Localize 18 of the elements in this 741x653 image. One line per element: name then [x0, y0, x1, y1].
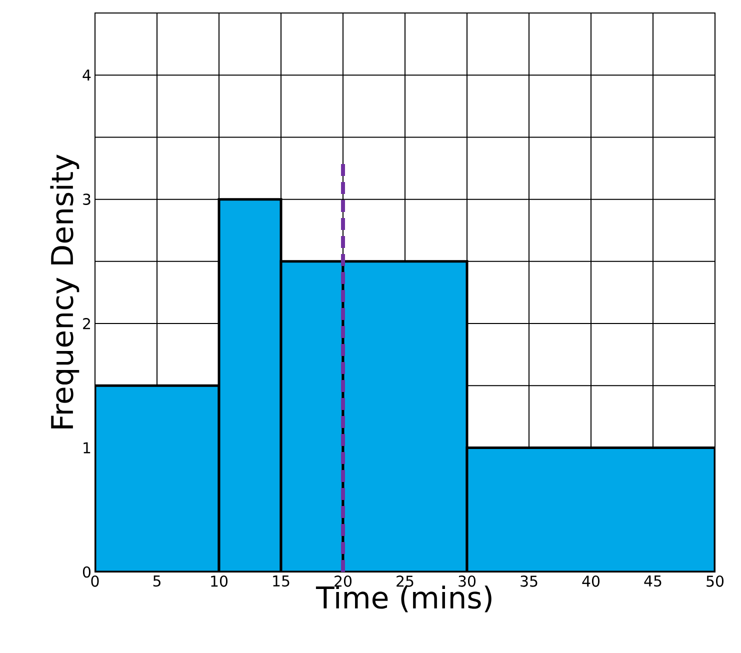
x-tick-label: 0: [91, 576, 99, 587]
y-tick-label: 2: [83, 318, 90, 330]
y-tick-label: 4: [82, 70, 91, 81]
x-tick-label: 15: [273, 576, 290, 587]
x-tick-label: 40: [582, 576, 600, 587]
y-tick-label: 1: [84, 442, 90, 454]
x-axis-title: Time (mins): [316, 586, 492, 612]
x-tick-label: 5: [153, 576, 160, 587]
x-tick-label: 30: [458, 576, 476, 587]
x-tick-label: 45: [644, 576, 662, 587]
y-tick-label: 3: [83, 194, 90, 205]
y-axis-title: Frequency Density: [50, 154, 80, 428]
x-tick-label: 20: [334, 576, 352, 587]
x-tick-label: 25: [396, 576, 414, 587]
y-tick-label: 0: [82, 566, 90, 578]
x-tick-label: 10: [211, 576, 228, 587]
x-tick-label: 50: [706, 576, 724, 587]
x-tick-label: 35: [520, 576, 538, 587]
